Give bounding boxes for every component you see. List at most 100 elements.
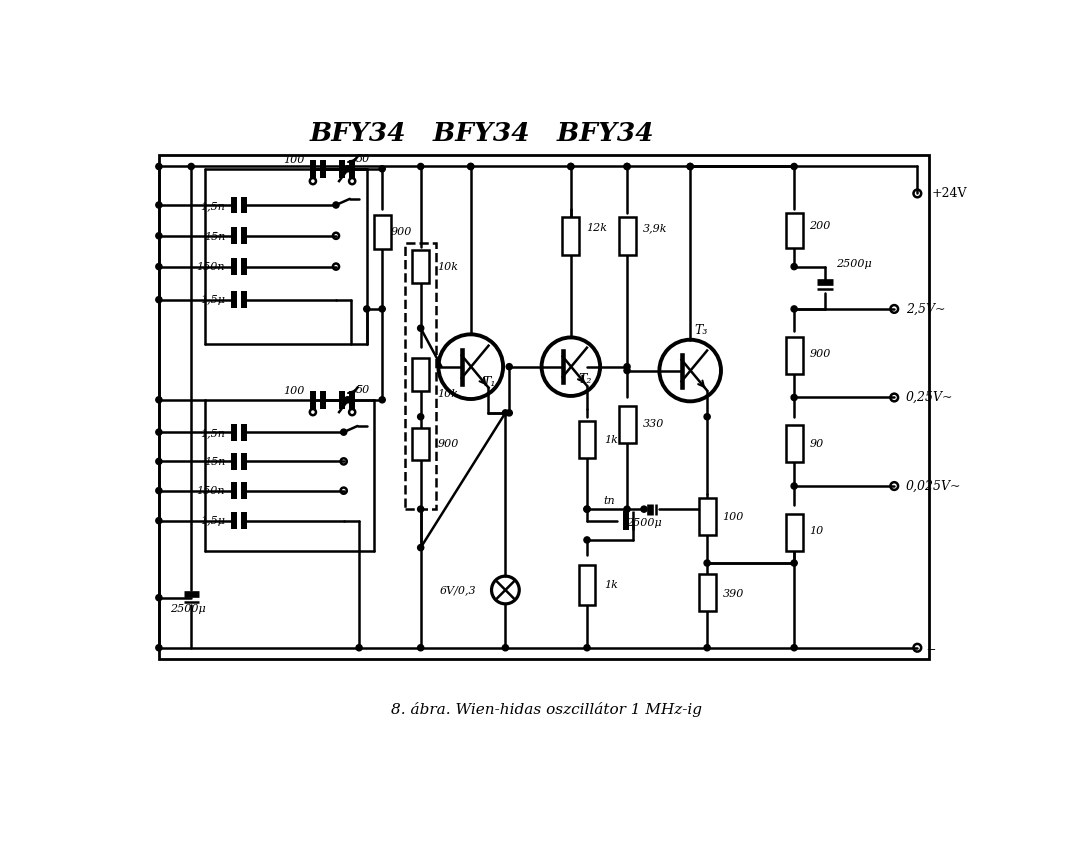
Bar [159, 155, 929, 659]
Text: 900: 900 [391, 227, 412, 237]
Circle shape [624, 367, 630, 374]
Circle shape [356, 645, 362, 651]
Circle shape [417, 413, 424, 420]
Text: tn: tn [604, 497, 616, 506]
Circle shape [704, 413, 710, 420]
Text: 50: 50 [356, 385, 370, 395]
Circle shape [155, 518, 162, 524]
Circle shape [344, 397, 350, 402]
Circle shape [584, 537, 590, 543]
Circle shape [468, 163, 474, 169]
Circle shape [791, 306, 798, 312]
Text: 100: 100 [722, 512, 743, 522]
Circle shape [364, 306, 370, 312]
Text: 1,5n: 1,5n [200, 428, 225, 438]
Circle shape [641, 506, 648, 512]
Circle shape [155, 488, 162, 493]
Circle shape [344, 166, 350, 172]
Circle shape [791, 163, 798, 169]
Text: 90: 90 [809, 439, 824, 449]
Circle shape [155, 232, 162, 239]
Circle shape [341, 429, 347, 435]
Circle shape [624, 163, 630, 169]
Text: 390: 390 [722, 589, 743, 599]
Text: 1,5μ: 1,5μ [200, 516, 225, 526]
Circle shape [503, 410, 508, 416]
Circle shape [417, 325, 424, 331]
Bar [619, 216, 636, 255]
Text: 6V/0,3: 6V/0,3 [440, 585, 476, 595]
Circle shape [417, 163, 424, 169]
Circle shape [155, 202, 162, 208]
Text: T₂: T₂ [578, 372, 592, 386]
Circle shape [568, 163, 574, 169]
Text: 1k: 1k [604, 579, 618, 589]
Circle shape [189, 163, 194, 169]
Text: 900: 900 [809, 349, 831, 359]
Text: 1,5n: 1,5n [200, 200, 225, 210]
Circle shape [624, 364, 630, 370]
Circle shape [791, 483, 798, 489]
Text: 900: 900 [438, 439, 459, 449]
Circle shape [584, 645, 590, 651]
Bar [699, 573, 716, 610]
Text: 1k: 1k [604, 434, 618, 445]
Bar [412, 428, 429, 460]
Circle shape [468, 163, 474, 169]
Circle shape [568, 163, 574, 169]
Text: 8. ábra. Wien-hidas oszcillátor 1 MHz-ig: 8. ábra. Wien-hidas oszcillátor 1 MHz-ig [391, 702, 702, 717]
Text: 0,25V~: 0,25V~ [906, 391, 953, 404]
Circle shape [155, 163, 162, 169]
Circle shape [624, 163, 630, 169]
Bar [406, 243, 436, 509]
Circle shape [687, 163, 693, 169]
Circle shape [584, 506, 590, 512]
Bar [699, 498, 716, 536]
Circle shape [704, 560, 710, 566]
Bar [619, 406, 636, 443]
Text: 3,9k: 3,9k [642, 223, 667, 233]
Circle shape [624, 506, 630, 512]
Circle shape [155, 594, 162, 601]
Text: 0,025V~: 0,025V~ [906, 480, 962, 493]
Text: T₁: T₁ [482, 376, 495, 389]
Circle shape [687, 163, 693, 169]
Circle shape [417, 645, 424, 651]
Text: 12k: 12k [586, 223, 607, 233]
Circle shape [155, 429, 162, 435]
Text: 100: 100 [283, 155, 305, 164]
Bar [786, 213, 803, 248]
Bar [786, 337, 803, 374]
Circle shape [155, 645, 162, 651]
Bar [786, 425, 803, 462]
Circle shape [503, 645, 508, 651]
Circle shape [417, 545, 424, 551]
Text: 15n: 15n [203, 232, 225, 242]
Bar [578, 421, 595, 458]
Text: 10: 10 [809, 525, 824, 536]
Text: 150n: 150n [197, 263, 225, 272]
Circle shape [704, 645, 710, 651]
Bar [562, 216, 579, 255]
Circle shape [791, 560, 798, 566]
Text: 150n: 150n [197, 487, 225, 497]
Text: 50: 50 [356, 154, 370, 164]
Circle shape [791, 264, 798, 269]
Circle shape [584, 506, 590, 512]
Text: 1,5μ: 1,5μ [200, 296, 225, 306]
Circle shape [155, 397, 162, 402]
Circle shape [506, 364, 512, 370]
Bar [374, 215, 391, 249]
Text: 15n: 15n [203, 457, 225, 467]
Text: +24V: +24V [931, 187, 967, 200]
Circle shape [704, 506, 710, 512]
Bar [412, 358, 429, 391]
Text: 2500μ: 2500μ [170, 605, 207, 615]
Circle shape [155, 458, 162, 465]
Circle shape [379, 397, 386, 402]
Circle shape [417, 506, 424, 512]
Text: BFY34   BFY34   BFY34: BFY34 BFY34 BFY34 [310, 121, 655, 146]
Circle shape [155, 296, 162, 303]
Text: 100: 100 [283, 386, 305, 396]
Text: 200: 200 [809, 221, 831, 231]
